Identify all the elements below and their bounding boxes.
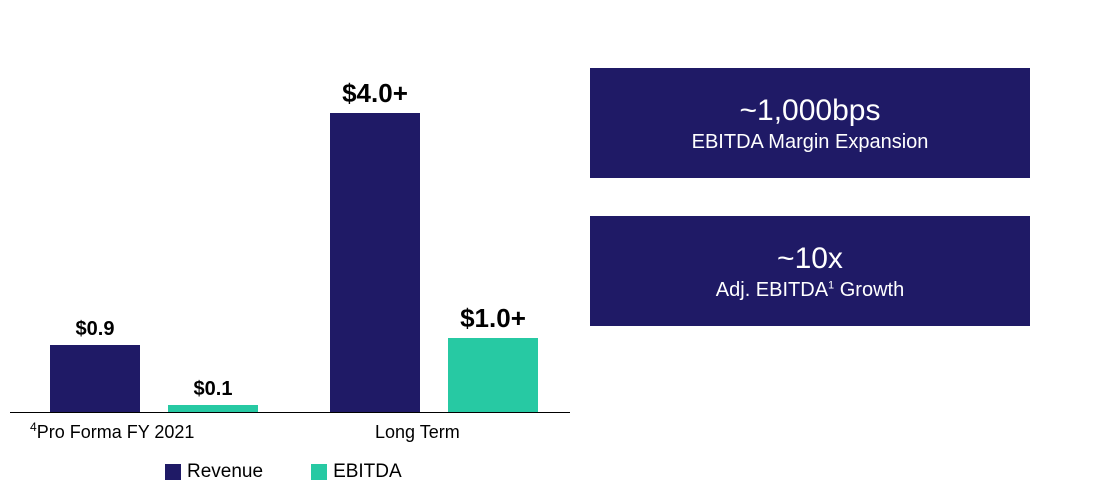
callout-subtitle: EBITDA Margin Expansion xyxy=(692,131,929,154)
bar-revenue-longterm: $4.0+ xyxy=(330,78,420,413)
legend-swatch xyxy=(165,464,181,480)
callout-ebitda-growth: ~10x Adj. EBITDA1 Growth xyxy=(590,216,1030,326)
bar-group-proforma: $0.9 $0.1 xyxy=(50,318,258,413)
legend-swatch xyxy=(311,464,327,480)
group-label-proforma: 4Pro Forma FY 2021 xyxy=(30,420,194,443)
legend-text: EBITDA xyxy=(333,461,402,483)
legend-text: Revenue xyxy=(187,461,263,483)
callouts-panel: ~1,000bps EBITDA Margin Expansion ~10x A… xyxy=(590,68,1030,326)
bar-value-label: $0.1 xyxy=(194,378,233,401)
bar-chart: $0.9 $0.1 $4.0+ $1.0+ 4Pro Forma FY 2021 xyxy=(0,0,580,501)
bar-revenue-proforma: $0.9 xyxy=(50,318,140,413)
legend-item-ebitda: EBITDA xyxy=(311,461,402,483)
footnote-marker: 4 xyxy=(30,420,37,434)
callout-title: ~1,000bps xyxy=(740,93,881,129)
x-axis xyxy=(10,412,570,413)
callout-margin-expansion: ~1,000bps EBITDA Margin Expansion xyxy=(590,68,1030,178)
group-label-longterm: Long Term xyxy=(375,422,460,443)
bar-ebitda-longterm: $1.0+ xyxy=(448,303,538,413)
legend-item-revenue: Revenue xyxy=(165,461,263,483)
bar-value-label: $4.0+ xyxy=(342,78,408,109)
bar-rect xyxy=(448,338,538,413)
callout-subtitle: Adj. EBITDA1 Growth xyxy=(716,279,904,302)
bar-rect xyxy=(330,113,420,413)
callout-title: ~10x xyxy=(777,241,843,277)
bar-ebitda-proforma: $0.1 xyxy=(168,378,258,413)
bar-group-longterm: $4.0+ $1.0+ xyxy=(330,78,538,413)
bar-value-label: $1.0+ xyxy=(460,303,526,334)
chart-legend: Revenue EBITDA xyxy=(165,461,402,483)
bar-value-label: $0.9 xyxy=(76,318,115,341)
bar-rect xyxy=(50,345,140,413)
